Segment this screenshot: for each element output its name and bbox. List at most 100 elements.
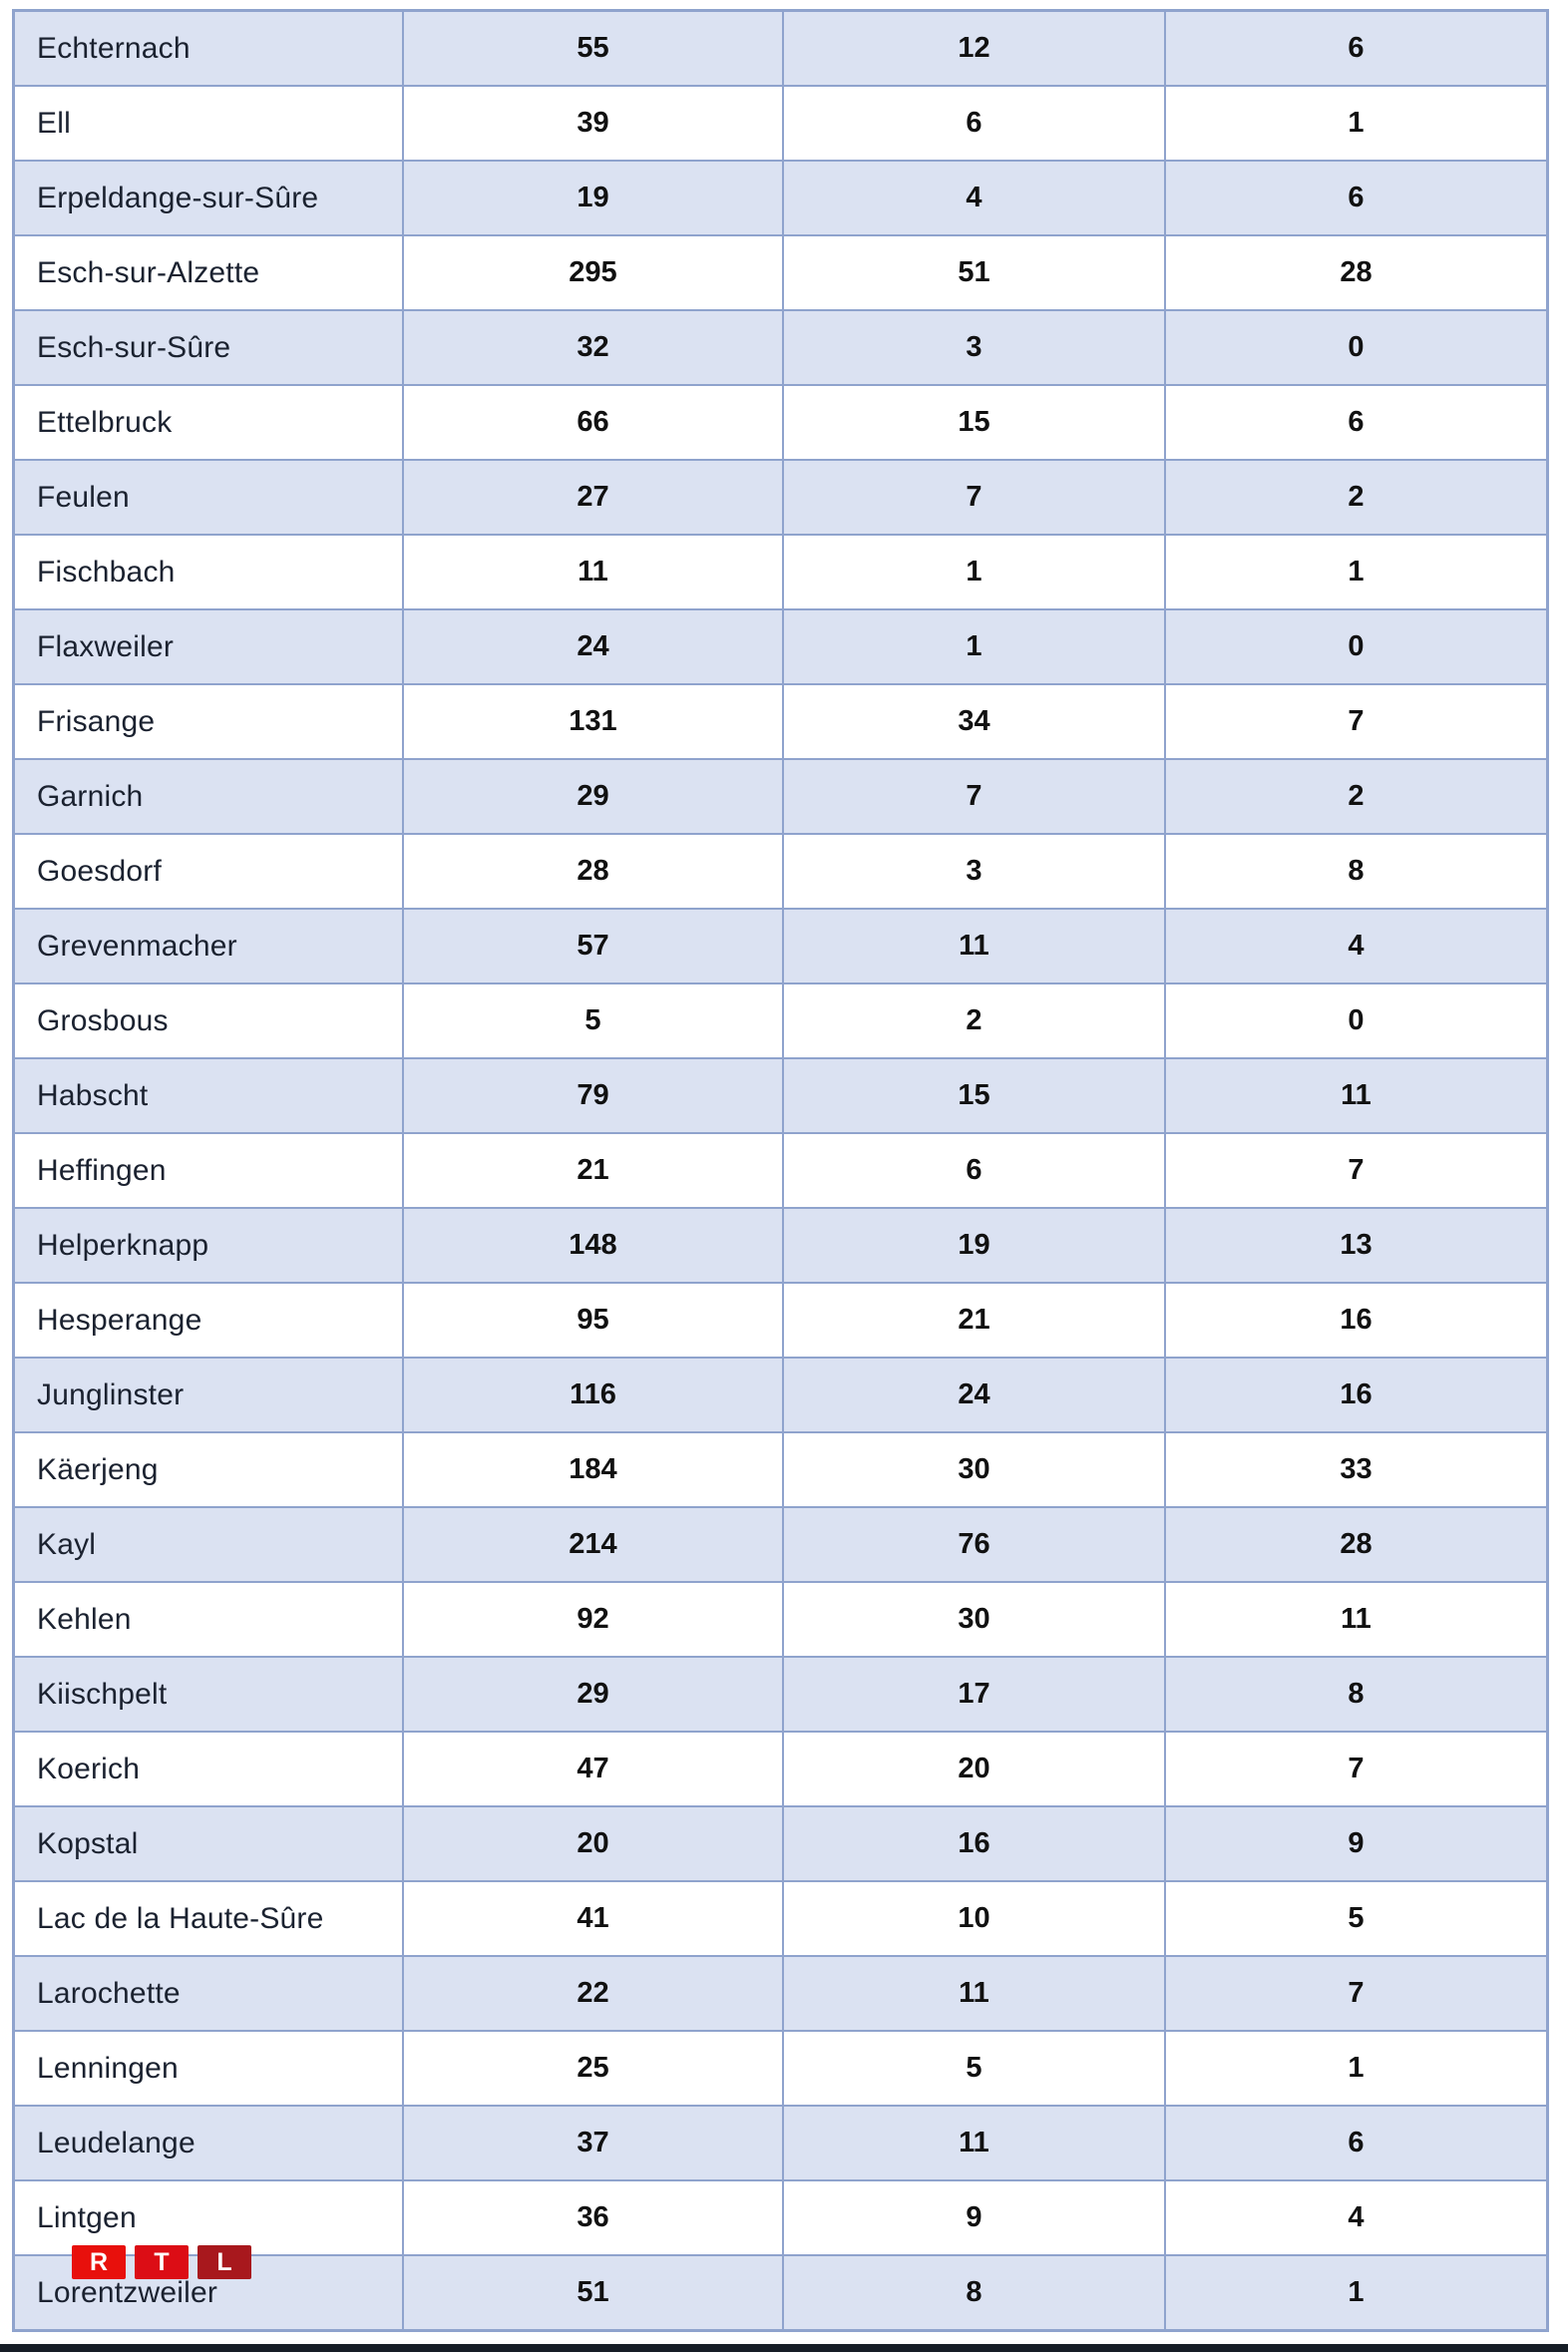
- bottom-bar: [0, 2344, 1568, 2352]
- table-row: Frisange 131 34 7: [15, 683, 1546, 758]
- value-cell-1: 116: [402, 1359, 782, 1431]
- value-cell-3: 5: [1164, 1882, 1546, 1955]
- value-cell-1: 95: [402, 1284, 782, 1357]
- value-cell-3: 6: [1164, 12, 1546, 85]
- value-cell-2: 11: [782, 910, 1164, 982]
- table-row: Esch-sur-Sûre 32 3 0: [15, 309, 1546, 384]
- table-row: Kiischpelt 29 17 8: [15, 1656, 1546, 1731]
- value-cell-3: 8: [1164, 835, 1546, 908]
- value-cell-3: 0: [1164, 984, 1546, 1057]
- value-cell-2: 3: [782, 311, 1164, 384]
- value-cell-3: 2: [1164, 760, 1546, 833]
- value-cell-1: 32: [402, 311, 782, 384]
- commune-name: Helperknapp: [37, 1228, 209, 1262]
- commune-name: Junglinster: [37, 1377, 185, 1411]
- value-cell-2: 16: [782, 1807, 1164, 1880]
- table-row: Lintgen 36 9 4: [15, 2179, 1546, 2254]
- value-cell-1: 41: [402, 1882, 782, 1955]
- value-cell-3: 7: [1164, 1733, 1546, 1805]
- value-cell-1: 24: [402, 610, 782, 683]
- value-cell-1: 214: [402, 1508, 782, 1581]
- value-cell-3: 16: [1164, 1359, 1546, 1431]
- commune-name: Esch-sur-Alzette: [37, 255, 260, 289]
- value-cell-2: 8: [782, 2256, 1164, 2329]
- commune-table: Echternach 55 12 6 Ell 39 6 1 Erpeldange-sur-Sûr…: [12, 9, 1549, 2332]
- value-cell-3: 7: [1164, 1957, 1546, 2030]
- value-cell-2: 30: [782, 1433, 1164, 1506]
- value-cell-1: 55: [402, 12, 782, 85]
- value-cell-3: 2: [1164, 461, 1546, 534]
- value-cell-1: 29: [402, 760, 782, 833]
- commune-name: Koerich: [37, 1752, 141, 1785]
- value-cell-3: 0: [1164, 311, 1546, 384]
- commune-name: Hesperange: [37, 1303, 202, 1337]
- table-row: Leudelange 37 11 6: [15, 2105, 1546, 2179]
- value-cell-3: 11: [1164, 1583, 1546, 1656]
- commune-name: Habscht: [37, 1078, 149, 1112]
- value-cell-2: 15: [782, 1059, 1164, 1132]
- value-cell-2: 9: [782, 2181, 1164, 2254]
- value-cell-2: 7: [782, 461, 1164, 534]
- value-cell-3: 33: [1164, 1433, 1546, 1506]
- commune-name: Kehlen: [37, 1602, 132, 1636]
- table-row: Feulen 27 7 2: [15, 459, 1546, 534]
- value-cell-2: 76: [782, 1508, 1164, 1581]
- value-cell-3: 6: [1164, 386, 1546, 459]
- table-row: Lac de la Haute-Sûre 41 10 5: [15, 1880, 1546, 1955]
- table-row: Helperknapp 148 19 13: [15, 1207, 1546, 1282]
- commune-name: Fischbach: [37, 555, 176, 588]
- value-cell-3: 28: [1164, 236, 1546, 309]
- table-row: Grevenmacher 57 11 4: [15, 908, 1546, 982]
- value-cell-1: 51: [402, 2256, 782, 2329]
- table-row: Fischbach 11 1 1: [15, 534, 1546, 608]
- value-cell-2: 15: [782, 386, 1164, 459]
- value-cell-1: 28: [402, 835, 782, 908]
- value-cell-1: 39: [402, 87, 782, 160]
- commune-name: Lenningen: [37, 2051, 179, 2085]
- commune-name: Ettelbruck: [37, 405, 173, 439]
- table-row: Erpeldange-sur-Sûre 19 4 6: [15, 160, 1546, 234]
- value-cell-1: 37: [402, 2107, 782, 2179]
- value-cell-2: 51: [782, 236, 1164, 309]
- value-cell-2: 34: [782, 685, 1164, 758]
- commune-name: Feulen: [37, 480, 130, 514]
- value-cell-1: 184: [402, 1433, 782, 1506]
- value-cell-3: 4: [1164, 2181, 1546, 2254]
- table-row: Grosbous 5 2 0: [15, 982, 1546, 1057]
- table-row: Käerjeng 184 30 33: [15, 1431, 1546, 1506]
- commune-name: Heffingen: [37, 1153, 167, 1187]
- value-cell-3: 28: [1164, 1508, 1546, 1581]
- value-cell-3: 7: [1164, 685, 1546, 758]
- table-row: Ettelbruck 66 15 6: [15, 384, 1546, 459]
- value-cell-1: 79: [402, 1059, 782, 1132]
- value-cell-3: 1: [1164, 2256, 1546, 2329]
- value-cell-1: 295: [402, 236, 782, 309]
- value-cell-2: 1: [782, 610, 1164, 683]
- value-cell-3: 4: [1164, 910, 1546, 982]
- commune-name: Leudelange: [37, 2126, 196, 2159]
- value-cell-2: 2: [782, 984, 1164, 1057]
- commune-name: Ell: [37, 106, 71, 140]
- value-cell-1: 66: [402, 386, 782, 459]
- value-cell-1: 27: [402, 461, 782, 534]
- table-row: Kopstal 20 16 9: [15, 1805, 1546, 1880]
- value-cell-1: 5: [402, 984, 782, 1057]
- commune-name: Grevenmacher: [37, 929, 237, 963]
- value-cell-2: 17: [782, 1658, 1164, 1731]
- value-cell-1: 25: [402, 2032, 782, 2105]
- value-cell-3: 1: [1164, 2032, 1546, 2105]
- value-cell-1: 92: [402, 1583, 782, 1656]
- value-cell-1: 21: [402, 1134, 782, 1207]
- commune-name: Kayl: [37, 1527, 97, 1561]
- table-row: Esch-sur-Alzette 295 51 28: [15, 234, 1546, 309]
- value-cell-1: 20: [402, 1807, 782, 1880]
- commune-name: Kiischpelt: [37, 1677, 168, 1711]
- value-cell-3: 1: [1164, 536, 1546, 608]
- rtl-logo-letter-t: T: [135, 2245, 189, 2279]
- commune-name: Lorentzweiler: [37, 2275, 218, 2309]
- value-cell-1: 131: [402, 685, 782, 758]
- value-cell-3: 13: [1164, 1209, 1546, 1282]
- table-row: Ell 39 6 1: [15, 85, 1546, 160]
- value-cell-1: 148: [402, 1209, 782, 1282]
